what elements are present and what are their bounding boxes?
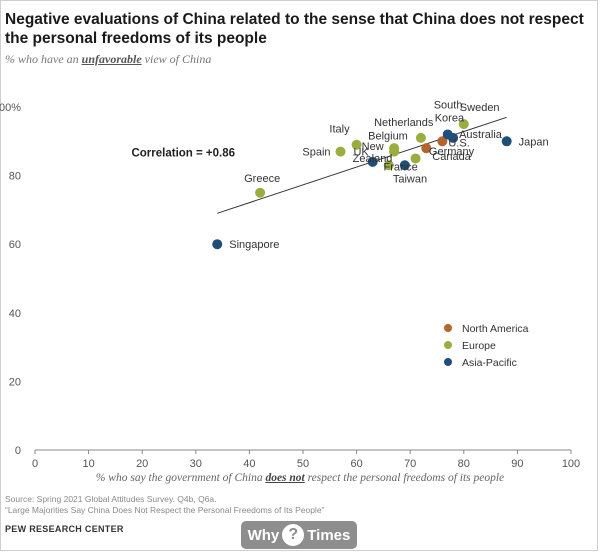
- source-note: Source: Spring 2021 Global Attitudes Sur…: [5, 494, 324, 516]
- label-greece: Greece: [244, 173, 280, 185]
- point-taiwan: [399, 160, 410, 171]
- y-tick-label: 0: [15, 445, 21, 457]
- legend-label: Europe: [462, 340, 496, 352]
- x-tick-label: 40: [243, 458, 255, 470]
- label-netherlands: Netherlands: [374, 117, 434, 129]
- label-italy: Italy: [329, 124, 350, 136]
- legend-label: Asia-Pacific: [462, 357, 517, 369]
- label-south-korea: South Korea: [434, 99, 465, 124]
- point-japan: [501, 136, 512, 147]
- scatter-chart: 0 10 20 30 40 50 60 70 80 90 100 0 20 40 60 80 100% Corre…: [0, 99, 580, 470]
- point-germany: [415, 132, 426, 143]
- point-greece: [255, 187, 266, 198]
- point-singapore: [212, 239, 223, 250]
- label-canada: Canada: [432, 151, 471, 163]
- x-tick-label: 100: [562, 458, 580, 470]
- x-tick-label: 90: [511, 458, 523, 470]
- legend-label: North America: [462, 323, 529, 335]
- label-uk: UK: [353, 146, 369, 158]
- label-spain: Spain: [302, 147, 330, 159]
- label-u-s-: U.S.: [448, 137, 469, 149]
- x-tick-label: 10: [82, 458, 94, 470]
- y-tick-label: 40: [9, 308, 21, 320]
- y-tick-label: 60: [9, 239, 21, 251]
- x-tick-label: 20: [136, 458, 148, 470]
- watermark-right-text: Times: [307, 526, 351, 544]
- point-new-zealand: [367, 156, 378, 167]
- subtitle-prefix: % who have an: [5, 52, 82, 66]
- xlabel-prefix: % who say the government of China: [95, 472, 266, 484]
- trendline: [217, 116, 507, 214]
- question-mark-icon: ?: [282, 524, 305, 546]
- legend-swatch: [444, 358, 452, 366]
- chart-subtitle: % who have an unfavorable view of China: [5, 52, 211, 67]
- point-spain: [335, 146, 346, 157]
- correlation-annotation: Correlation = +0.86: [131, 148, 235, 160]
- organization-name: PEW RESEARCH CENTER: [5, 524, 124, 534]
- y-tick-label: 20: [9, 376, 21, 388]
- label-singapore: Singapore: [229, 239, 279, 251]
- label-sweden: Sweden: [460, 102, 500, 114]
- label-germany: Germany: [429, 146, 475, 158]
- label-france: France: [384, 161, 418, 173]
- x-tick-label: 30: [190, 458, 202, 470]
- label-australia: Australia: [459, 129, 503, 141]
- point-france: [410, 153, 421, 164]
- xlabel-emphasis: does not: [265, 472, 305, 484]
- source-line-1: Source: Spring 2021 Global Attitudes Sur…: [5, 494, 217, 504]
- point-sweden: [458, 119, 469, 130]
- legend-swatch: [444, 341, 452, 349]
- point-u-s-: [437, 136, 448, 147]
- x-tick-label: 50: [297, 458, 309, 470]
- legend-swatch: [444, 324, 452, 332]
- xlabel-suffix: respect the personal freedoms of its peo…: [304, 472, 505, 484]
- subtitle-emphasis: unfavorable: [81, 52, 142, 66]
- y-tick-label: 80: [9, 171, 21, 183]
- point-uk: [383, 160, 394, 171]
- source-line-2: “Large Majorities Say China Does Not Res…: [5, 505, 325, 515]
- x-tick-label: 0: [32, 458, 38, 470]
- point-canada: [421, 143, 432, 154]
- point-australia: [448, 132, 459, 143]
- x-tick-label: 70: [404, 458, 416, 470]
- label-japan: Japan: [519, 136, 549, 148]
- x-tick-label: 80: [458, 458, 470, 470]
- chart-title: Negative evaluations of China related to…: [5, 11, 584, 47]
- label-belgium: Belgium: [368, 131, 408, 143]
- subtitle-suffix: view of China: [141, 52, 212, 66]
- x-axis-label: % who say the government of China does n…: [60, 472, 540, 484]
- y-tick-label: 100%: [0, 102, 21, 114]
- point-netherlands: [389, 143, 400, 154]
- watermark-left-text: Why: [247, 526, 280, 544]
- label-new-zealand: New Zealand: [353, 141, 393, 165]
- label-taiwan: Taiwan: [393, 173, 427, 185]
- point-italy: [351, 139, 362, 150]
- x-tick-label: 60: [350, 458, 362, 470]
- watermark-logo: Why ? Times: [241, 521, 357, 549]
